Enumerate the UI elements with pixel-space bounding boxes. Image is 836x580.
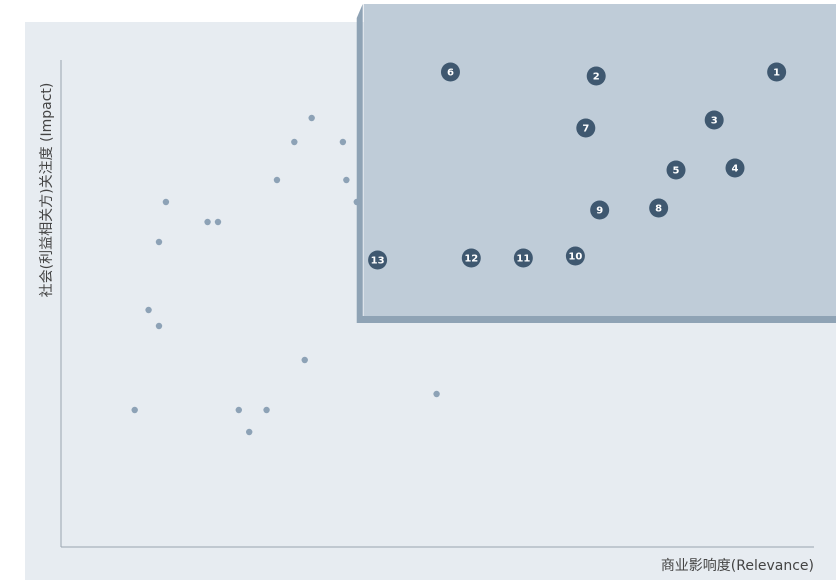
background-point bbox=[155, 238, 163, 246]
numbered-point-10: 10 bbox=[565, 246, 585, 266]
numbered-point-label: 1 bbox=[773, 68, 780, 79]
numbered-point-marker bbox=[368, 250, 388, 270]
numbered-point-label: 4 bbox=[732, 164, 739, 175]
numbered-point-label: 7 bbox=[582, 124, 589, 135]
numbered-point-12: 12 bbox=[461, 248, 481, 268]
numbered-point-label: 10 bbox=[568, 252, 582, 263]
numbered-point-4: 4 bbox=[725, 158, 745, 178]
numbered-point-1: 1 bbox=[767, 62, 787, 82]
numbered-point-13: 13 bbox=[368, 250, 388, 270]
background-point bbox=[273, 176, 281, 184]
numbered-point-8: 8 bbox=[649, 198, 669, 218]
numbered-point-marker bbox=[704, 110, 724, 130]
background-points bbox=[131, 114, 440, 436]
background-point bbox=[145, 306, 152, 314]
numbered-point-6: 6 bbox=[440, 62, 460, 82]
numbered-point-label: 2 bbox=[593, 72, 600, 83]
numbered-point-label: 8 bbox=[655, 204, 662, 215]
numbered-point-marker bbox=[586, 66, 606, 86]
background-point bbox=[235, 406, 242, 414]
background-point bbox=[155, 322, 163, 330]
numbered-point-2: 2 bbox=[586, 66, 606, 86]
background-point bbox=[263, 406, 270, 414]
background-point bbox=[214, 218, 222, 226]
numbered-point-marker bbox=[767, 62, 787, 82]
numbered-point-marker bbox=[590, 200, 610, 220]
numbered-point-3: 3 bbox=[704, 110, 724, 130]
numbered-point-11: 11 bbox=[513, 248, 533, 268]
highlight-region-fill bbox=[363, 4, 836, 316]
background-point bbox=[339, 138, 347, 146]
y-axis-title: 社会(利益相关方)关注度 (Impact) bbox=[39, 83, 55, 298]
background-point bbox=[433, 390, 440, 398]
background-point bbox=[162, 198, 170, 206]
numbered-point-label: 6 bbox=[447, 68, 454, 79]
numbered-point-marker bbox=[440, 62, 460, 82]
background-point bbox=[291, 138, 298, 146]
numbered-point-label: 12 bbox=[464, 254, 478, 265]
background-point bbox=[308, 114, 315, 122]
numbered-point-7: 7 bbox=[576, 118, 596, 138]
numbered-point-marker bbox=[513, 248, 533, 268]
numbered-point-label: 9 bbox=[596, 206, 603, 217]
numbered-point-label: 11 bbox=[516, 254, 530, 265]
background-point bbox=[131, 406, 138, 414]
background-point bbox=[353, 198, 360, 206]
numbered-point-marker bbox=[649, 198, 669, 218]
numbered-point-9: 9 bbox=[590, 200, 610, 220]
background-point bbox=[246, 428, 253, 436]
background-point bbox=[204, 218, 211, 226]
background-point bbox=[301, 356, 308, 364]
highlight-region bbox=[356, 4, 836, 323]
numbered-point-marker bbox=[576, 118, 596, 138]
numbered-point-label: 13 bbox=[371, 256, 385, 267]
numbered-point-marker bbox=[565, 246, 585, 266]
numbered-point-marker bbox=[461, 248, 481, 268]
x-axis-title: 商业影响度(Relevance) bbox=[661, 558, 814, 574]
numbered-point-5: 5 bbox=[666, 160, 686, 180]
numbered-point-label: 5 bbox=[673, 166, 680, 177]
numbered-point-marker bbox=[666, 160, 686, 180]
numbered-point-marker bbox=[725, 158, 745, 178]
numbered-point-label: 3 bbox=[711, 116, 718, 127]
background-point bbox=[343, 176, 350, 184]
